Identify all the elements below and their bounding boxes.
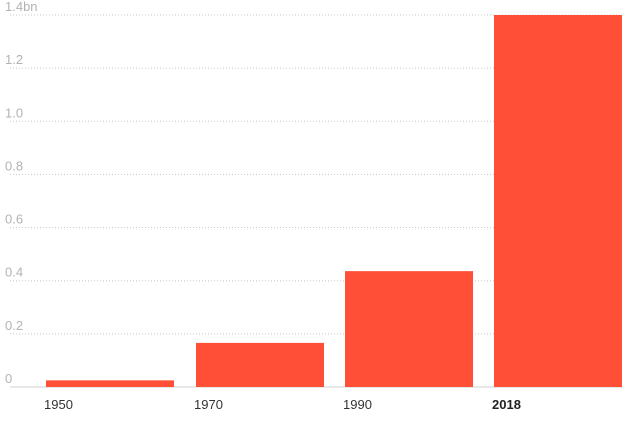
y-axis-ticks: 0 0.2 0.4 0.6 0.8 1.0 1.2 1.4bn: [5, 0, 38, 386]
y-tick-label: 0.6: [5, 212, 23, 227]
bar-1990: [345, 271, 473, 387]
x-category-label: 1950: [44, 397, 73, 412]
x-category-label: 2018: [492, 397, 521, 412]
y-tick-label: 0.4: [5, 265, 23, 280]
bar-2018: [494, 15, 622, 387]
y-tick-label: 1.2: [5, 52, 23, 67]
bar-1970: [196, 342, 324, 387]
x-category-label: 1990: [343, 397, 372, 412]
y-tick-label: 0: [5, 371, 12, 386]
grid-layer: [10, 14, 622, 388]
bar-1950: [46, 380, 174, 387]
x-axis-categories: 1950 1970 1990 2018: [44, 397, 521, 412]
y-tick-label: 0.2: [5, 318, 23, 333]
y-tick-label: 0.8: [5, 158, 23, 173]
bars: [46, 15, 622, 387]
x-category-label: 1970: [194, 397, 223, 412]
y-tick-label: 1.4bn: [5, 0, 38, 14]
y-tick-label: 1.0: [5, 105, 23, 120]
